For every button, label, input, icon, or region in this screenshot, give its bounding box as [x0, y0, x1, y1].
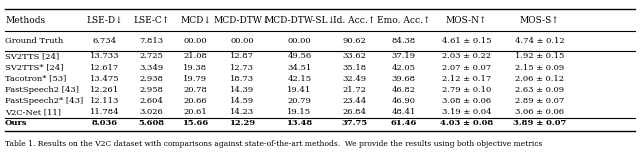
Text: 14.23: 14.23 — [230, 108, 254, 116]
Text: 12.617: 12.617 — [90, 64, 119, 72]
Text: 37.75: 37.75 — [342, 119, 367, 127]
Text: 20.61: 20.61 — [184, 108, 207, 116]
Text: 19.38: 19.38 — [184, 64, 207, 72]
Text: 3.06 ± 0.06: 3.06 ± 0.06 — [515, 108, 564, 116]
Text: SV2TTS* [24]: SV2TTS* [24] — [5, 64, 63, 72]
Text: 12.29: 12.29 — [229, 119, 255, 127]
Text: 19.79: 19.79 — [184, 75, 207, 83]
Text: 21.72: 21.72 — [342, 86, 367, 94]
Text: 4.61 ± 0.15: 4.61 ± 0.15 — [442, 37, 492, 45]
Text: 3.349: 3.349 — [140, 64, 164, 72]
Text: Id. Acc.↑: Id. Acc.↑ — [333, 16, 376, 25]
Text: 35.18: 35.18 — [342, 64, 367, 72]
Text: MCD-DTW-SL↓: MCD-DTW-SL↓ — [264, 16, 335, 25]
Text: 13.733: 13.733 — [90, 52, 119, 60]
Text: LSE-D↓: LSE-D↓ — [86, 16, 123, 25]
Text: 1.92 ± 0.15: 1.92 ± 0.15 — [515, 52, 564, 60]
Text: 46.82: 46.82 — [392, 86, 416, 94]
Text: 2.06 ± 0.12: 2.06 ± 0.12 — [515, 75, 564, 83]
Text: 6.734: 6.734 — [92, 37, 116, 45]
Text: 12.261: 12.261 — [90, 86, 119, 94]
Text: 20.79: 20.79 — [287, 97, 312, 105]
Text: 2.63 ± 0.09: 2.63 ± 0.09 — [515, 86, 564, 94]
Text: SV2TTS [24]: SV2TTS [24] — [5, 52, 60, 60]
Text: 42.15: 42.15 — [287, 75, 312, 83]
Text: 34.51: 34.51 — [287, 64, 312, 72]
Text: 20.66: 20.66 — [184, 97, 207, 105]
Text: 5.608: 5.608 — [139, 119, 164, 127]
Text: 12.113: 12.113 — [90, 97, 119, 105]
Text: 84.38: 84.38 — [392, 37, 416, 45]
Text: 2.07 ± 0.07: 2.07 ± 0.07 — [442, 64, 491, 72]
Text: 19.41: 19.41 — [287, 86, 312, 94]
Text: 32.49: 32.49 — [342, 75, 367, 83]
Text: MOS-S↑: MOS-S↑ — [520, 16, 559, 25]
Text: 12.73: 12.73 — [230, 64, 254, 72]
Text: 2.725: 2.725 — [140, 52, 164, 60]
Text: MOS-N↑: MOS-N↑ — [446, 16, 487, 25]
Text: 00.00: 00.00 — [184, 37, 207, 45]
Text: 11.784: 11.784 — [90, 108, 119, 116]
Text: 26.84: 26.84 — [342, 108, 367, 116]
Text: 14.39: 14.39 — [230, 86, 254, 94]
Text: 7.813: 7.813 — [140, 37, 164, 45]
Text: Ours: Ours — [5, 119, 28, 127]
Text: 2.12 ± 0.17: 2.12 ± 0.17 — [442, 75, 491, 83]
Text: MCD-DTW↓: MCD-DTW↓ — [214, 16, 270, 25]
Text: 2.03 ± 0.22: 2.03 ± 0.22 — [442, 52, 491, 60]
Text: FastSpeech2* [43]: FastSpeech2* [43] — [5, 97, 83, 105]
Text: 2.958: 2.958 — [140, 86, 164, 94]
Text: FastSpeech2 [43]: FastSpeech2 [43] — [5, 86, 79, 94]
Text: 42.05: 42.05 — [392, 64, 416, 72]
Text: 23.44: 23.44 — [342, 97, 367, 105]
Text: 4.74 ± 0.12: 4.74 ± 0.12 — [515, 37, 564, 45]
Text: 8.036: 8.036 — [92, 119, 117, 127]
Text: 15.66: 15.66 — [182, 119, 209, 127]
Text: 37.19: 37.19 — [392, 52, 416, 60]
Text: 90.62: 90.62 — [342, 37, 367, 45]
Text: Table 1. Results on the V2C dataset with comparisons against state-of-the-art me: Table 1. Results on the V2C dataset with… — [5, 140, 543, 148]
Text: 39.68: 39.68 — [392, 75, 416, 83]
Text: 3.026: 3.026 — [140, 108, 164, 116]
Text: 2.89 ± 0.07: 2.89 ± 0.07 — [515, 97, 564, 105]
Text: 4.03 ± 0.08: 4.03 ± 0.08 — [440, 119, 493, 127]
Text: 2.79 ± 0.10: 2.79 ± 0.10 — [442, 86, 491, 94]
Text: 61.46: 61.46 — [390, 119, 417, 127]
Text: 33.62: 33.62 — [342, 52, 367, 60]
Text: 3.19 ± 0.04: 3.19 ± 0.04 — [442, 108, 492, 116]
Text: LSE-C↑: LSE-C↑ — [134, 16, 170, 25]
Text: 2.15 ± 0.09: 2.15 ± 0.09 — [515, 64, 564, 72]
Text: 2.938: 2.938 — [140, 75, 164, 83]
Text: 00.00: 00.00 — [288, 37, 311, 45]
Text: 46.90: 46.90 — [392, 97, 416, 105]
Text: 00.00: 00.00 — [230, 37, 253, 45]
Text: 19.15: 19.15 — [287, 108, 312, 116]
Text: V2C-Net [11]: V2C-Net [11] — [5, 108, 61, 116]
Text: 21.08: 21.08 — [184, 52, 207, 60]
Text: 13.48: 13.48 — [286, 119, 313, 127]
Text: Ground Truth: Ground Truth — [5, 37, 63, 45]
Text: 49.56: 49.56 — [287, 52, 312, 60]
Text: 20.78: 20.78 — [184, 86, 207, 94]
Text: 13.475: 13.475 — [90, 75, 119, 83]
Text: 18.73: 18.73 — [230, 75, 254, 83]
Text: MCD↓: MCD↓ — [180, 16, 211, 25]
Text: 14.59: 14.59 — [230, 97, 254, 105]
Text: 3.89 ± 0.07: 3.89 ± 0.07 — [513, 119, 566, 127]
Text: 3.08 ± 0.06: 3.08 ± 0.06 — [442, 97, 491, 105]
Text: 48.41: 48.41 — [392, 108, 416, 116]
Text: Tacotron* [53]: Tacotron* [53] — [5, 75, 67, 83]
Text: Methods: Methods — [5, 16, 45, 25]
Text: 12.87: 12.87 — [230, 52, 254, 60]
Text: 2.604: 2.604 — [140, 97, 164, 105]
Text: Emo. Acc.↑: Emo. Acc.↑ — [377, 16, 431, 25]
